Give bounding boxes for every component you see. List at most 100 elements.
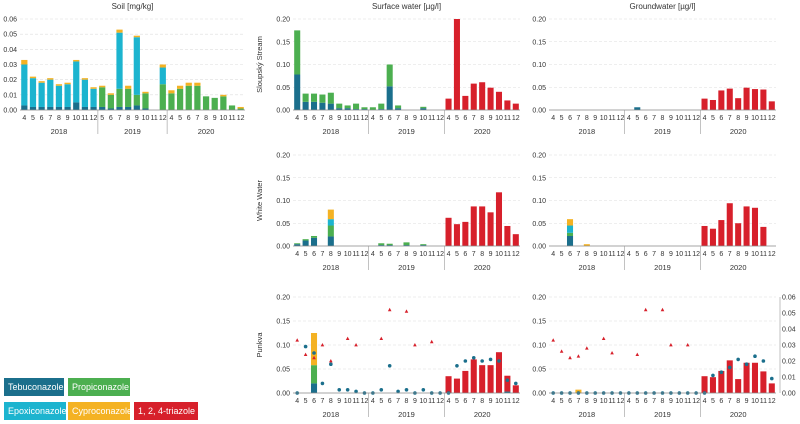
sw_white-month-label: 9	[489, 251, 493, 258]
soil-bar-propiconazole	[133, 94, 140, 106]
gw_white-month-label: 4	[627, 251, 631, 258]
sw_stream-month-label: 5	[304, 115, 308, 122]
sw_white-month-label: 9	[337, 251, 341, 258]
legend-item-cyproconazole: Cyproconazole	[68, 402, 132, 420]
gw_white-month-label: 8	[661, 251, 665, 258]
sw_stream-bar-triazole	[479, 82, 486, 110]
gw_stream-month-label: 12	[692, 115, 700, 122]
sw_white-month-label: 7	[320, 251, 324, 258]
sw_stream-bar-propiconazole	[420, 106, 427, 109]
sw_white-month-label: 8	[405, 251, 409, 258]
sw_white-bar-propiconazole	[378, 243, 385, 246]
sw_stream-month-label: 5	[455, 115, 459, 122]
sw_stream-month-label: 7	[472, 115, 476, 122]
gw_white-year-label: 2019	[654, 263, 671, 272]
gw_punkva-triangle-point	[568, 355, 572, 360]
gw_punkva-y2tick-label: 0.01	[782, 375, 796, 382]
gw_punkva-bar-triazole	[760, 371, 767, 393]
sw_punkva-month-label: 7	[472, 398, 476, 405]
gw_punkva-triangle-point	[643, 307, 648, 312]
sw_stream-bar-propiconazole	[310, 93, 318, 102]
gw_stream-bar-triazole	[709, 99, 716, 110]
sw_white-bar-tebuconazole	[302, 240, 309, 246]
sw_punkva-bar-triazole	[462, 370, 469, 393]
sw_white-month-label: 8	[329, 251, 333, 258]
sw_white-bar-propiconazole	[420, 244, 427, 246]
chart-legend: Tebuconazole Propiconazole Epoxiconazole…	[4, 378, 198, 420]
gw_punkva-bar-triazole	[751, 362, 759, 393]
sw_punkva-ytick-label: 0.10	[276, 343, 290, 350]
soil-month-label: 11	[81, 115, 88, 122]
gw_white-month-label: 11	[684, 251, 691, 258]
gw_stream-month-label: 12	[768, 115, 776, 122]
gw_punkva-month-label: 5	[560, 398, 564, 405]
sw_white-bar-propiconazole	[386, 243, 393, 246]
soil-bar-cyproconazole	[107, 93, 114, 95]
gw_punkva-ytick-label: 0.05	[532, 367, 546, 374]
gw_punkva-month-label: 11	[684, 398, 691, 405]
gw_white-month-label: 9	[745, 251, 749, 258]
gw_punkva-ytick-label: 0.00	[532, 391, 546, 398]
sw_white-month-label: 8	[480, 251, 484, 258]
soil-month-label: 11	[150, 115, 157, 122]
sw_white-bar-triazole	[504, 225, 511, 246]
gw_stream-ytick-label: 0.20	[532, 17, 546, 24]
sw_stream-bar-tebuconazole	[395, 108, 402, 110]
sw_stream-year-label: 2019	[398, 127, 415, 136]
sw_punkva-month-label: 4	[447, 398, 451, 405]
sw_punkva-month-label: 9	[489, 398, 493, 405]
soil-bar-tebuconazole	[29, 106, 37, 110]
sw_stream-month-label: 6	[463, 115, 467, 122]
sw_stream-month-label: 7	[320, 115, 324, 122]
gw_white-ytick-label: 0.00	[532, 244, 546, 251]
soil-ytick-label: 0.00	[3, 108, 17, 115]
soil-bar-propiconazole	[228, 105, 236, 110]
soil-bar-tebuconazole	[90, 106, 97, 110]
soil-year-label: 2020	[198, 127, 215, 136]
soil-month-label: 8	[57, 115, 61, 122]
gw_punkva-month-label: 4	[703, 398, 707, 405]
sw_white-bar-tebuconazole	[294, 244, 301, 246]
soil-bar-epoxiconazole	[47, 79, 54, 107]
sw_punkva-year-label: 2018	[322, 410, 339, 419]
sw_stream-bar-tebuconazole	[327, 103, 334, 110]
soil-bar-tebuconazole	[55, 106, 63, 110]
sw_stream-year-label: 2020	[474, 127, 491, 136]
soil-bar-propiconazole	[99, 87, 106, 107]
soil-bar-tebuconazole	[116, 106, 123, 110]
sw_white-bar-propiconazole	[403, 242, 410, 246]
sw_white-bar-tebuconazole	[327, 236, 334, 246]
soil-bar-cyproconazole	[99, 85, 106, 88]
gw_punkva-month-label: 4	[627, 398, 631, 405]
gw_stream-month-label: 11	[684, 115, 691, 122]
soil-bar-cyproconazole	[90, 87, 97, 89]
gw_stream-month-label: 8	[661, 115, 665, 122]
gw_stream-ytick-label: 0.00	[532, 108, 546, 115]
sw_punkva-month-label: 9	[337, 398, 341, 405]
sw_stream-month-label: 4	[295, 115, 299, 122]
soil-bar-propiconazole	[194, 85, 201, 110]
soil-bar-propiconazole	[237, 108, 244, 110]
sw_stream-bar-triazole	[453, 19, 460, 110]
gw_punkva-year-label: 2019	[654, 410, 671, 419]
gw_punkva-month-label: 12	[768, 398, 776, 405]
soil-bar-propiconazole	[220, 96, 227, 110]
gw_white-bar-cyproconazole	[583, 244, 590, 246]
sw_white-month-label: 12	[512, 251, 520, 258]
gw_punkva-dot-point	[744, 362, 749, 367]
soil-bar-cyproconazole	[185, 82, 192, 86]
sw_punkva-bar-triazole	[487, 365, 494, 393]
gw_punkva-y2tick-label: 0.06	[782, 295, 796, 302]
gw_white-month-label: 10	[600, 251, 608, 258]
gw_white-month-label: 4	[703, 251, 707, 258]
sw_punkva-month-label: 6	[312, 398, 316, 405]
soil-month-label: 8	[126, 115, 130, 122]
soil-month-label: 4	[169, 115, 173, 122]
sw_punkva-bar-triazole	[479, 365, 486, 393]
sw_white-year-label: 2020	[474, 263, 491, 272]
soil-bar-cyproconazole	[55, 84, 63, 86]
gw_punkva-dot-point	[711, 373, 715, 378]
sw_punkva-month-label: 11	[504, 398, 511, 405]
soil-bar-propiconazole	[202, 96, 210, 110]
